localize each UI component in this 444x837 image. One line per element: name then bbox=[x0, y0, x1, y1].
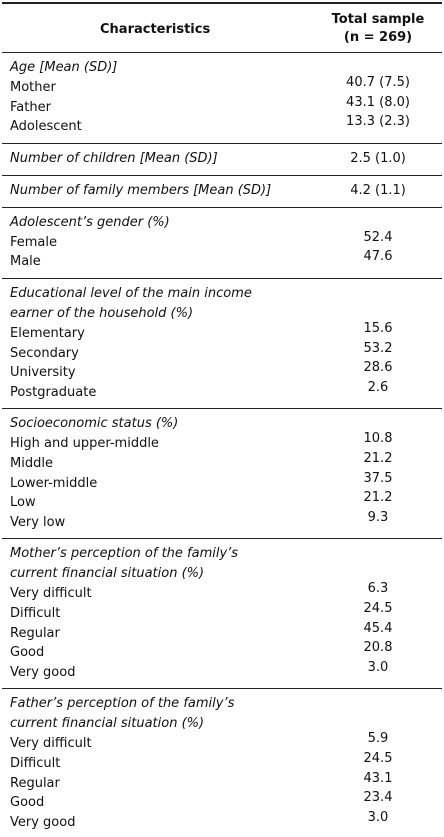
section-value: 4.2 (1.1) bbox=[350, 182, 406, 198]
row-label: Female bbox=[10, 234, 58, 250]
rule bbox=[2, 408, 442, 410]
section-title: Father’s perception of the family’s bbox=[10, 696, 235, 712]
row-label: Very good bbox=[10, 664, 76, 680]
row-value: 21.2 bbox=[363, 451, 393, 466]
row-value: 43.1 (8.0) bbox=[346, 94, 410, 110]
row-label: Very low bbox=[10, 514, 66, 530]
header-total-sample: Total sample bbox=[331, 12, 425, 27]
row-value: 37.5 bbox=[363, 470, 393, 486]
rule bbox=[2, 206, 442, 208]
row-label: University bbox=[10, 365, 76, 381]
rule bbox=[2, 174, 442, 176]
row-label: Difficult bbox=[10, 606, 61, 621]
section-title: Mother’s perception of the family’s bbox=[10, 546, 239, 562]
row-value: 24.5 bbox=[363, 601, 393, 616]
row-label: Regular bbox=[10, 775, 60, 791]
row-value: 23.4 bbox=[363, 790, 393, 806]
rule bbox=[2, 278, 442, 279]
row-value: 20.8 bbox=[363, 640, 393, 656]
row-value: 2.6 bbox=[367, 379, 389, 395]
row-label: Postgraduate bbox=[10, 384, 97, 400]
section-title: Number of children [Mean (SD)] bbox=[10, 150, 218, 166]
row-label: Male bbox=[10, 254, 41, 270]
row-label: Good bbox=[10, 645, 45, 661]
row-value: 24.5 bbox=[363, 751, 393, 766]
row-label: Lower-middle bbox=[10, 475, 98, 491]
row-label: Adolescent bbox=[10, 119, 82, 135]
row-value: 6.3 bbox=[367, 581, 389, 597]
rule bbox=[2, 688, 442, 690]
row-value: 28.6 bbox=[363, 360, 393, 376]
section-title: current financial situation (%) bbox=[10, 716, 205, 732]
row-value: 47.6 bbox=[363, 249, 393, 265]
row-label: Regular bbox=[10, 625, 60, 641]
row-value: 40.7 (7.5) bbox=[346, 75, 410, 90]
row-value: 13.3 (2.3) bbox=[346, 114, 410, 130]
section-title: Socioeconomic status (%) bbox=[10, 416, 179, 432]
row-label: Very difficult bbox=[10, 586, 92, 602]
row-label: Very good bbox=[10, 814, 76, 830]
row-value: 45.4 bbox=[363, 620, 393, 636]
row-value: 10.8 bbox=[363, 431, 393, 447]
row-value: 21.2 bbox=[363, 490, 393, 506]
row-value: 53.2 bbox=[363, 340, 393, 356]
row-label: Low bbox=[10, 495, 36, 511]
section-title: Number of family members [Mean (SD)] bbox=[10, 182, 272, 198]
row-label: Middle bbox=[10, 456, 53, 471]
row-value: 3.0 bbox=[367, 809, 389, 825]
row-value: 43.1 bbox=[363, 770, 393, 786]
row-label: Secondary bbox=[10, 345, 79, 361]
header-characteristics: Characteristics bbox=[100, 22, 211, 37]
section-value: 2.5 (1.0) bbox=[350, 150, 406, 166]
row-value: 15.6 bbox=[363, 321, 393, 336]
row-label: Father bbox=[10, 99, 51, 115]
section-title: Age [Mean (SD)] bbox=[10, 60, 118, 75]
row-label: Difficult bbox=[10, 756, 61, 771]
row-label: Elementary bbox=[10, 326, 85, 341]
header-n: (n = 269) bbox=[343, 30, 413, 45]
row-label: High and upper-middle bbox=[10, 436, 159, 452]
rule bbox=[2, 2, 442, 4]
row-value: 52.4 bbox=[363, 229, 393, 245]
row-value: 5.9 bbox=[367, 731, 389, 747]
row-value: 3.0 bbox=[367, 659, 389, 675]
rule bbox=[2, 52, 442, 53]
rule bbox=[2, 538, 442, 540]
section-title: Adolescent’s gender (%) bbox=[10, 214, 170, 230]
row-label: Good bbox=[10, 795, 45, 811]
row-label: Mother bbox=[10, 80, 56, 95]
section-title: earner of the household (%) bbox=[10, 306, 194, 321]
section-title: Educational level of the main income bbox=[10, 286, 252, 301]
row-label: Very difficult bbox=[10, 736, 92, 752]
row-value: 9.3 bbox=[367, 509, 389, 525]
rule bbox=[2, 142, 442, 144]
section-title: current financial situation (%) bbox=[10, 566, 205, 582]
